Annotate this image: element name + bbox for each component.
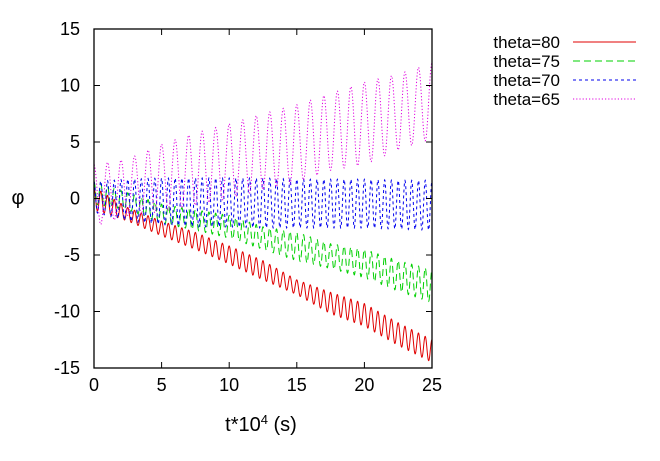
y-tick-label: 15 [60, 19, 80, 39]
x-tick-label: 0 [89, 375, 99, 395]
x-axis-label: t*104 (s) [225, 412, 297, 437]
x-axis-label-exponent: 4 [261, 412, 268, 427]
y-tick-label: 0 [70, 189, 80, 209]
series-line [94, 181, 432, 303]
y-tick-label: -5 [64, 245, 80, 265]
y-tick-label: -10 [54, 302, 80, 322]
legend-label: theta=65 [493, 90, 560, 109]
plot-frame [93, 28, 433, 369]
legend-label: theta=80 [493, 33, 560, 52]
legend-label: theta=75 [493, 52, 560, 71]
x-tick-label: 25 [422, 375, 442, 395]
y-tick-label: -15 [54, 358, 80, 378]
x-tick-label: 10 [219, 375, 239, 395]
x-tick-label: 5 [157, 375, 167, 395]
plot-curves [94, 62, 432, 362]
y-axis-label: φ [12, 187, 25, 209]
y-axis: 15 10 5 0 -5 -10 -15 [54, 19, 432, 378]
x-axis: 0 5 10 15 20 25 [89, 29, 442, 395]
series-line [94, 186, 432, 362]
x-tick-label: 20 [354, 375, 374, 395]
y-tick-label: 10 [60, 76, 80, 96]
series-line [94, 62, 432, 226]
legend-label: theta=70 [493, 71, 560, 90]
x-tick-label: 15 [287, 375, 307, 395]
x-axis-label-main: t*10 [225, 414, 261, 436]
x-axis-label-unit: (s) [268, 414, 297, 436]
y-tick-label: 5 [70, 132, 80, 152]
